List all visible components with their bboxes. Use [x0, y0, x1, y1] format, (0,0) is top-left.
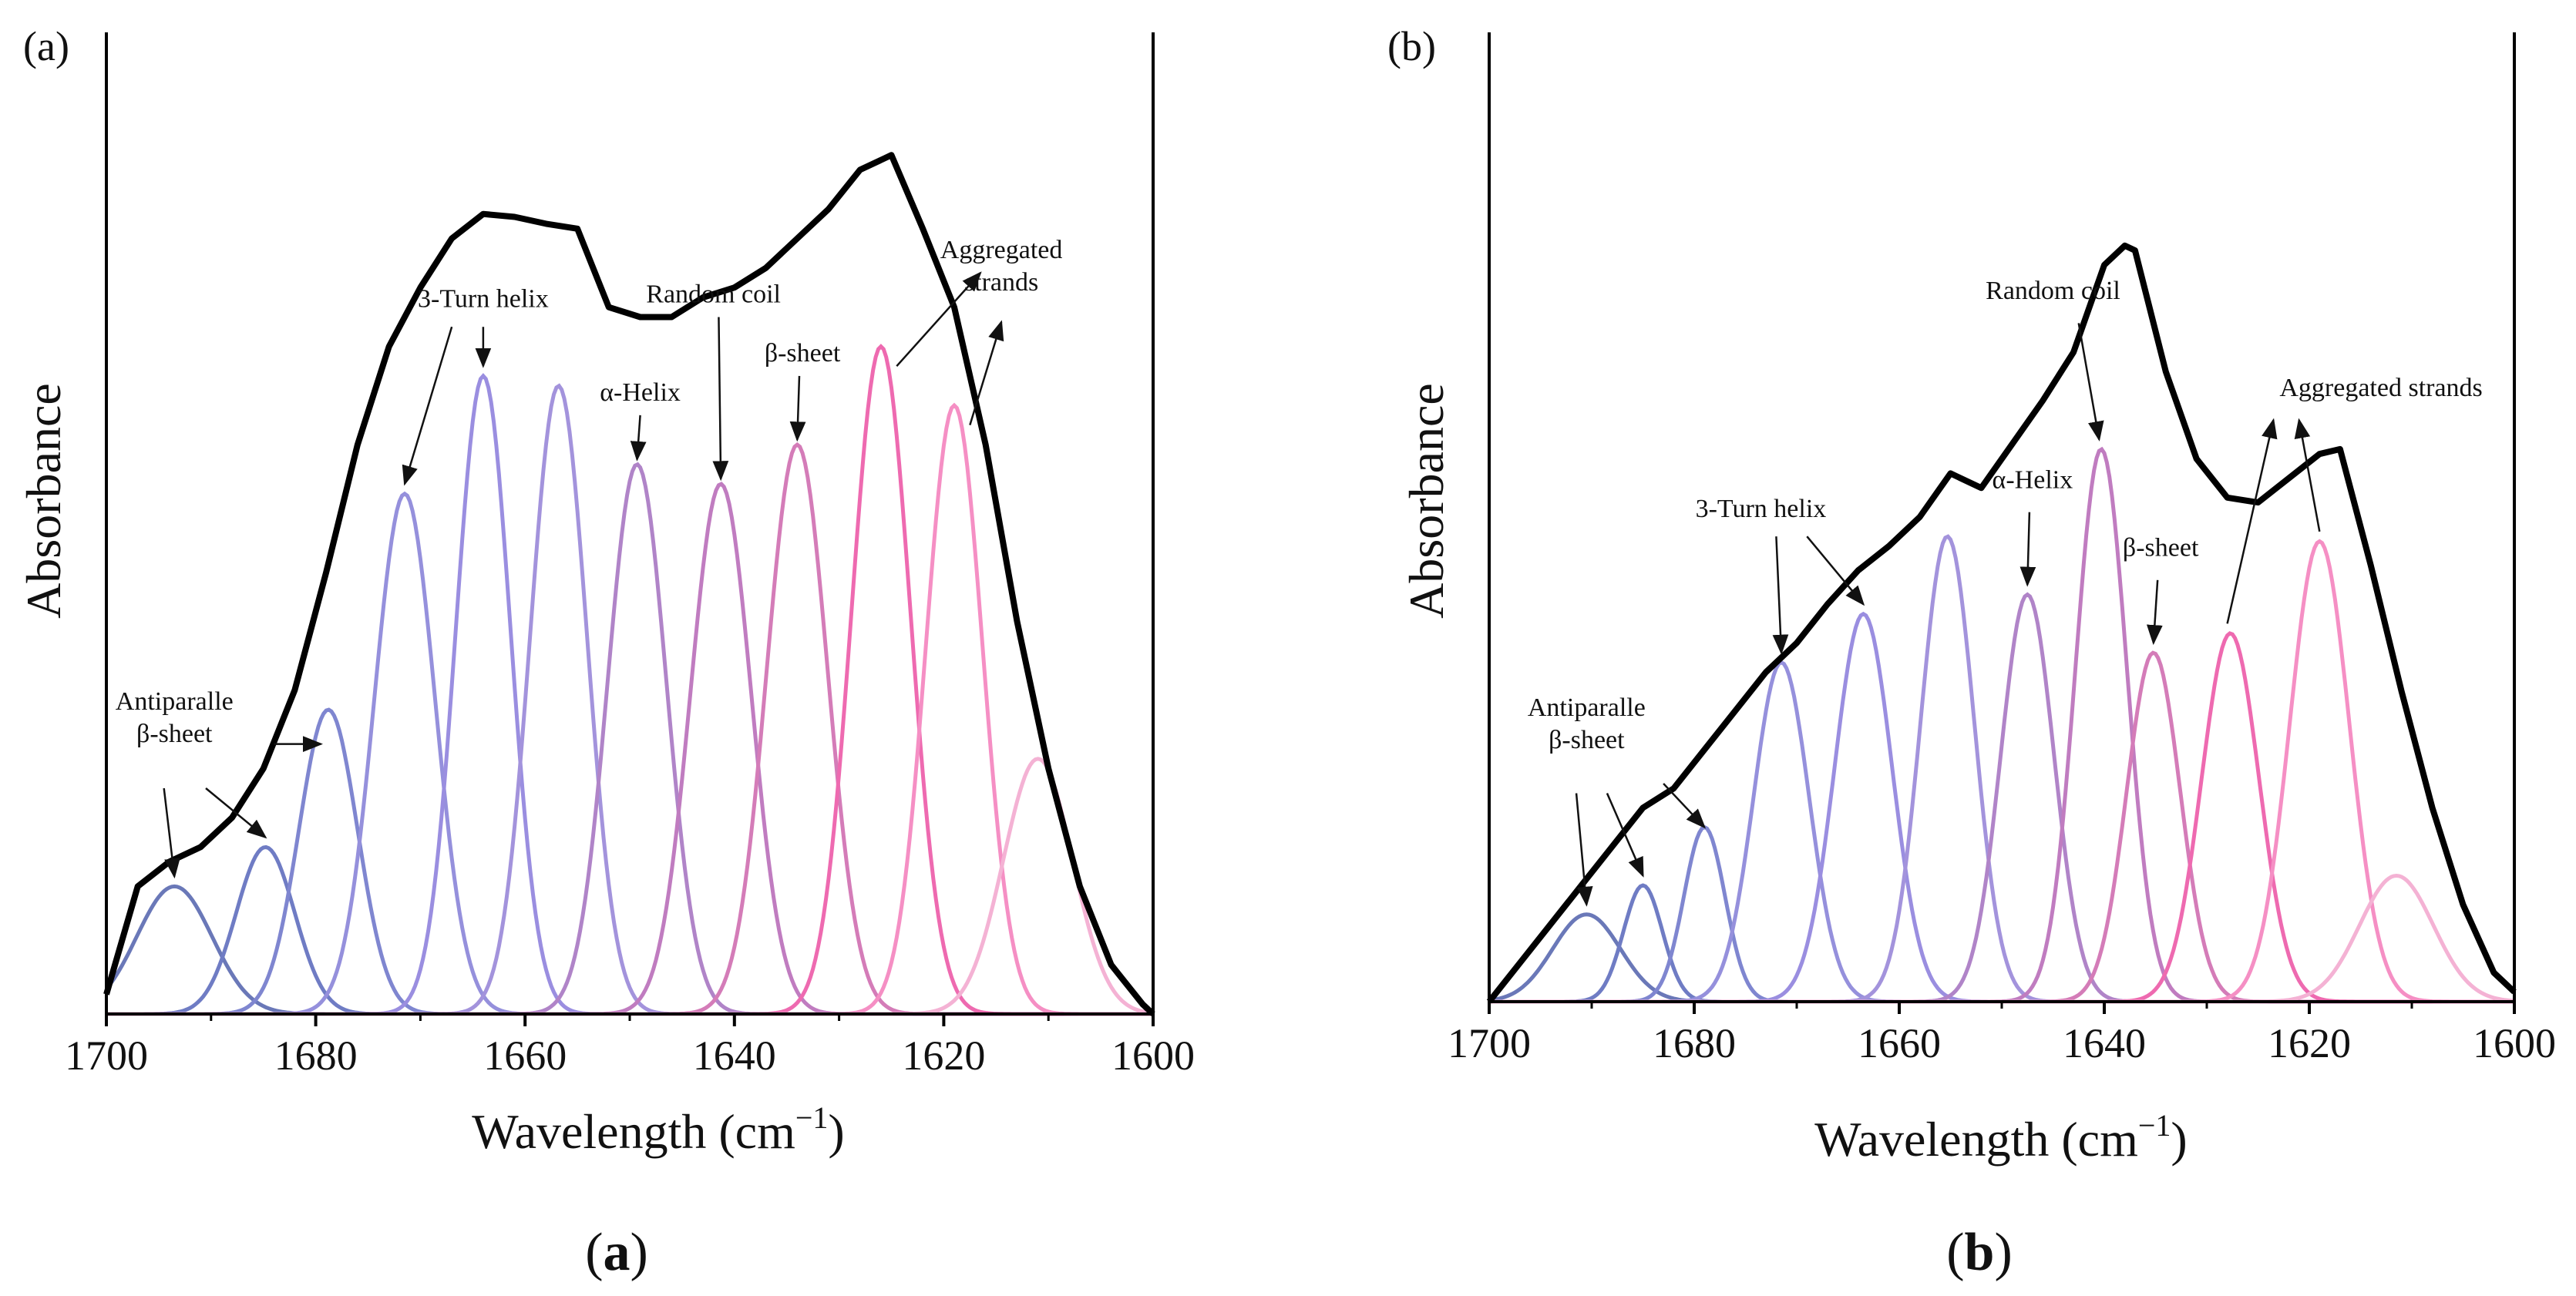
panel-b-ylabel: Absorbance	[1399, 383, 1454, 619]
panel-a-axes-frame	[105, 32, 1155, 1016]
panel-a-caption: (a)	[585, 1223, 648, 1282]
panel-b-annotation-2-label: 3-Turn helix	[1696, 495, 1827, 523]
panel-a-annotation-1-label: Antiparalle	[116, 687, 234, 716]
panel-b-xtick-label-1600: 1600	[2473, 1020, 2556, 1066]
panel-b-component-6	[1489, 534, 2514, 1004]
panel-a-xtick-label-1700: 1700	[65, 1032, 148, 1079]
panel-b-annotation-6-label: Aggregated strands	[2279, 374, 2482, 402]
panel-b-component-11	[1489, 539, 2514, 1004]
panel-a-annotation-2-label: 3-Turn helix	[418, 285, 549, 314]
panel-a-annotation-3-arrow-1	[630, 415, 647, 462]
panel-a-annotation-4-label: Random coil	[646, 280, 781, 308]
panel-b-annotation-2-arrow-2	[1806, 536, 1865, 606]
panel-a-component-3	[106, 707, 1153, 1016]
panel-b-total-spectrum	[1486, 242, 2517, 1004]
panel-a-annotation-5-arrow-1	[789, 375, 806, 442]
panel-a-xtick-label-1680: 1680	[274, 1032, 358, 1079]
panel-b-annotation-1-arrow-3	[1663, 783, 1707, 829]
panel-a-annotation-6-label: strands	[964, 268, 1038, 297]
panel-b-plot: 1700 1680 1660 1640 1620 1600 Antiparalle β-she…	[1448, 32, 2556, 1066]
panel-a-annotation-6-label: Aggregated	[940, 236, 1063, 264]
panel-b-annotation-1-label: β-sheet	[1549, 726, 1625, 754]
panel-a-component-7	[106, 462, 1153, 1016]
panel-a-plot: 1700 1680 1660 1640 1620 1600 Antiparalle β-she…	[65, 32, 1195, 1079]
panel-a-component-8	[106, 482, 1153, 1016]
panel-a-annotation-4-arrow-1	[712, 317, 729, 482]
panel-b-caption: (b)	[1946, 1223, 2013, 1282]
panel-b-annotation-5-arrow-1	[2146, 579, 2163, 646]
panel-b-annotation-3-label: α-Helix	[1993, 465, 2073, 494]
panel-a-annotation-6-arrow-2	[969, 320, 1004, 425]
panel-b-annotation-5-label: β-sheet	[2123, 533, 2199, 562]
panel-a-total-spectrum	[103, 152, 1155, 1016]
panel-a-annotation-1-arrow-1	[163, 787, 180, 879]
panel-b-xtick-label-1680: 1680	[1653, 1020, 1736, 1066]
panel-a-annotation-3-label: α-Helix	[600, 378, 681, 407]
panel-b-annotation-6-arrow-2	[2294, 418, 2321, 532]
panel-a-tag: (a)	[23, 23, 69, 69]
panel-b-annotation-3-arrow-1	[2019, 512, 2036, 587]
panel-a-component-10	[106, 344, 1153, 1016]
panel-b-annotation-1-arrow-1	[1575, 793, 1593, 907]
panel-a-xtick-label-1600: 1600	[1111, 1032, 1195, 1079]
panel-a-annotation-5-label: β-sheet	[765, 339, 841, 368]
panel-b-xtick-label-1640: 1640	[2063, 1020, 2146, 1066]
panel-a: (a) Absorbance Wavelength (cm−1) (a) 170…	[16, 23, 1195, 1282]
panel-a-component-4	[106, 491, 1153, 1016]
panel-a-component-9	[106, 442, 1153, 1016]
panel-a-xtick-label-1620: 1620	[902, 1032, 985, 1079]
panel-b-tag: (b)	[1387, 23, 1436, 69]
panel-b-xlabel: Wavelength (cm−1)	[1814, 1108, 2187, 1167]
panel-a-annotation-1-arrow-2	[205, 787, 267, 839]
panel-b-xtick-label-1700: 1700	[1448, 1020, 1531, 1066]
panel-a-ylabel: Absorbance	[16, 383, 71, 619]
panel-b-annotation-2-arrow-1	[1772, 536, 1789, 655]
panel-b-annotation-4-label: Random coil	[1986, 277, 2120, 305]
panel-b-xtick-label-1620: 1620	[2268, 1020, 2351, 1066]
panel-a-annotation-6-arrow-1	[896, 271, 982, 367]
panel-a-xtick-label-1660: 1660	[483, 1032, 567, 1079]
panel-b: (b) Absorbance Wavelength (cm−1) (b) 170…	[1387, 23, 2556, 1282]
panel-b-annotation-4-arrow-1	[2077, 323, 2104, 442]
panel-b-xtick-label-1660: 1660	[1858, 1020, 1941, 1066]
panel-a-component-1	[105, 884, 1153, 1016]
panel-a-xlabel: Wavelength (cm−1)	[472, 1100, 844, 1159]
panel-b-annotation-6-arrow-1	[2226, 418, 2278, 624]
panel-a-annotation-1-label: β-sheet	[136, 720, 213, 748]
panel-a-component-5	[106, 373, 1153, 1016]
panel-b-component-3	[1489, 824, 2514, 1004]
panel-b-annotation-1-arrow-2	[1606, 793, 1644, 878]
panel-b-annotation-1-label: Antiparalle	[1528, 693, 1646, 722]
panel-a-annotation-2-arrow-2	[402, 326, 453, 486]
panel-a-xtick-label-1640: 1640	[693, 1032, 776, 1079]
